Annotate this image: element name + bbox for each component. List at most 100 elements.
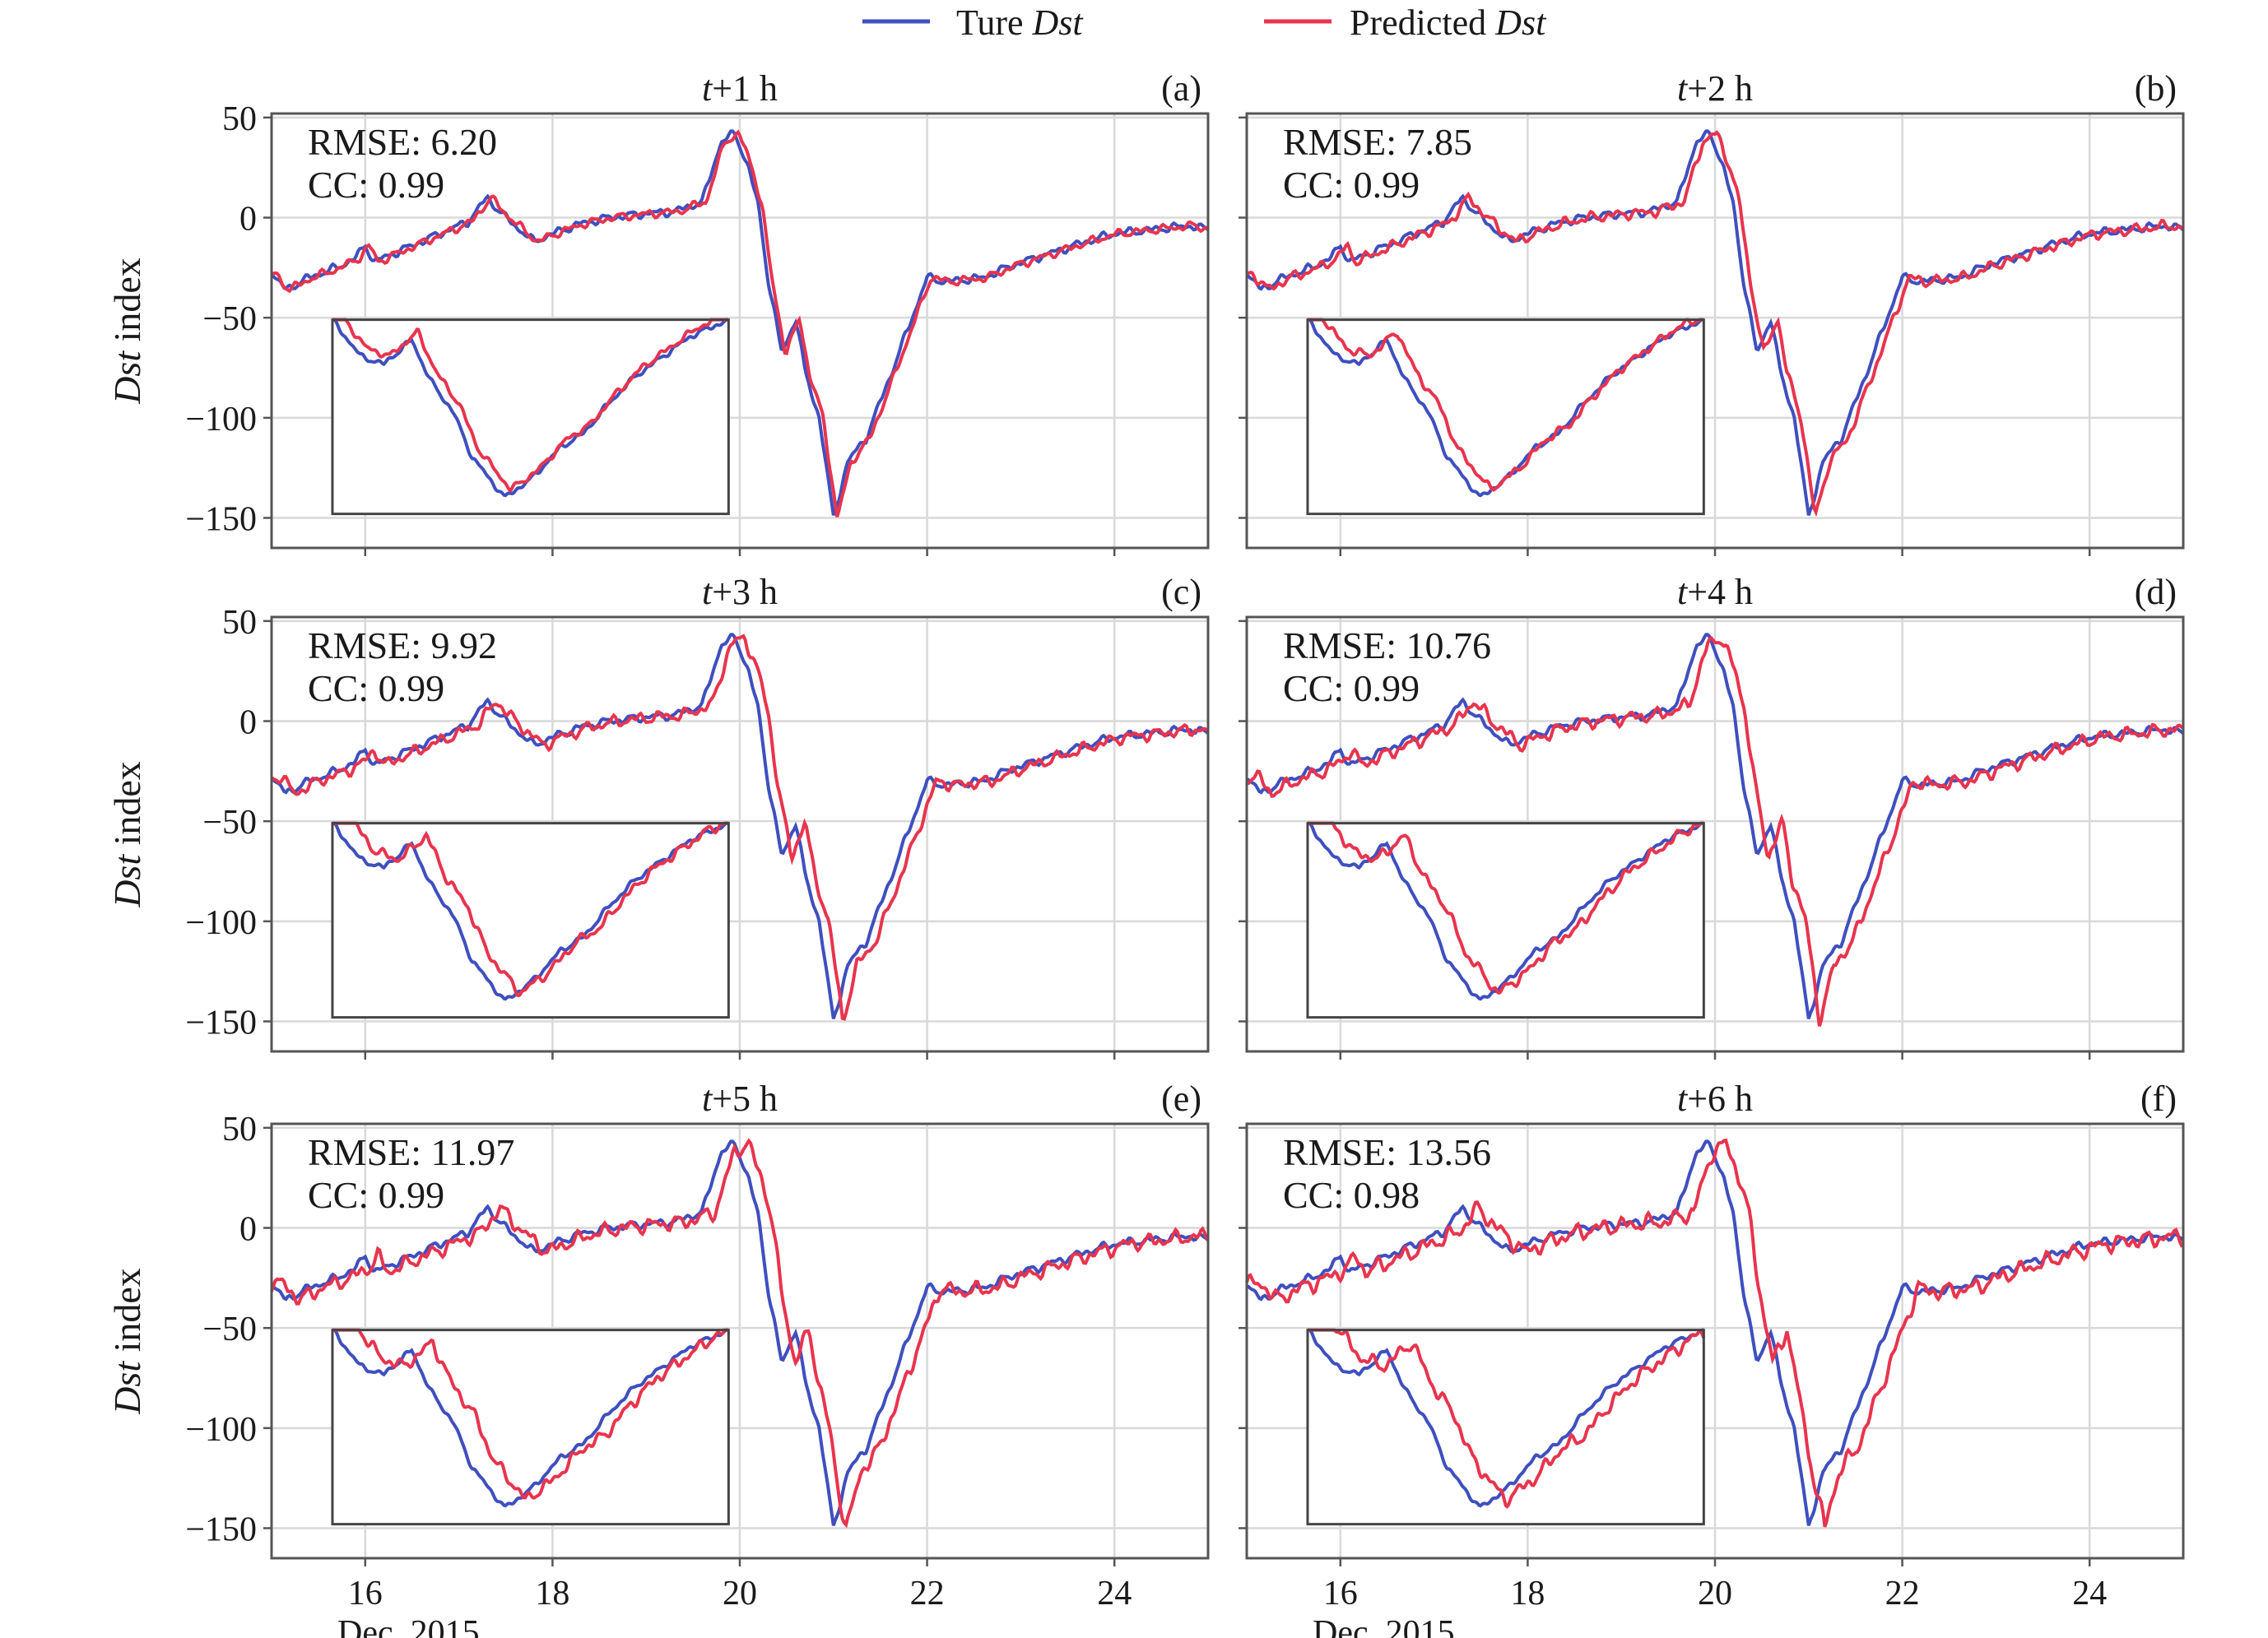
inset-predicted-dst-line xyxy=(332,318,729,494)
panel-title-var: t xyxy=(1677,1079,1689,1119)
panel-title: t+2 h xyxy=(1677,68,1753,109)
panel-title: t+4 h xyxy=(1677,572,1753,612)
y-axis-title-var: Dst xyxy=(106,854,148,908)
panel-letter: (d) xyxy=(2135,572,2177,612)
rmse-label: RMSE: 6.20 xyxy=(308,121,497,163)
panel-letter: (a) xyxy=(1161,68,1201,109)
y-tick-label: 50 xyxy=(222,604,257,642)
y-axis-title-rest: index xyxy=(106,258,148,351)
y-axis-title: Dst index xyxy=(106,258,148,405)
panel-title-rest: +3 h xyxy=(712,572,778,612)
y-tick-label: −100 xyxy=(185,904,257,942)
cc-label: CC: 0.99 xyxy=(308,1174,444,1216)
x-tick-label: 20 xyxy=(1698,1575,1732,1612)
y-axis-title-var: Dst xyxy=(106,1361,148,1415)
inset-frame xyxy=(1306,1329,1705,1526)
y-tick-label: 0 xyxy=(239,704,257,742)
predicted-dst-line xyxy=(1245,1138,2185,1528)
inset-frame xyxy=(331,318,730,516)
inset-frame xyxy=(1306,822,1705,1019)
predicted-dst-line xyxy=(270,129,1210,517)
inset-predicted-dst-line xyxy=(332,1328,729,1500)
panel-title-rest: +4 h xyxy=(1687,572,1753,612)
x-tick-label: 18 xyxy=(535,1575,569,1612)
predicted-dst-line xyxy=(270,1138,1210,1529)
predicted-dst-line xyxy=(1246,636,2185,1027)
inset-true-dst-line xyxy=(332,1328,729,1508)
true-dst-line xyxy=(271,633,1210,1019)
y-axis-title-rest: index xyxy=(106,761,148,855)
inset-true-dst-line xyxy=(1308,821,1704,1001)
cc-label: CC: 0.99 xyxy=(1283,667,1420,709)
y-tick-label: −50 xyxy=(202,804,257,842)
y-axis-title: Dst index xyxy=(106,1268,148,1415)
date-caption: Dec. 2015 xyxy=(337,1614,480,1638)
y-tick-label: 50 xyxy=(222,1111,257,1148)
y-tick-label: −50 xyxy=(202,1311,257,1348)
panel-title-var: t xyxy=(702,1079,713,1119)
date-caption: Dec. 2015 xyxy=(1313,1614,1455,1638)
cc-label: CC: 0.99 xyxy=(308,667,444,709)
y-axis-title-rest: index xyxy=(106,1268,148,1362)
y-tick-label: 0 xyxy=(239,1211,257,1249)
panel-c: 50 0 −50 −100 −150 Dst index t+3 h (c) RMSE: 9.9… xyxy=(106,572,1210,1060)
y-axis-title-var: Dst xyxy=(106,350,148,405)
y-tick-label: −150 xyxy=(185,1511,257,1549)
panel-title: t+1 h xyxy=(702,68,778,109)
x-tick-label: 24 xyxy=(2072,1575,2107,1612)
predicted-dst-line xyxy=(270,633,1208,1021)
cc-label: CC: 0.99 xyxy=(308,164,444,206)
rmse-label: RMSE: 9.92 xyxy=(308,624,497,666)
x-tick-label: 16 xyxy=(348,1575,383,1612)
x-tick-label: 22 xyxy=(910,1575,945,1612)
y-tick-label: 50 xyxy=(222,100,257,138)
inset-true-dst-line xyxy=(332,821,729,1001)
y-tick-label: −100 xyxy=(185,401,257,439)
x-tick-label: 24 xyxy=(1097,1575,1132,1612)
inset-frame xyxy=(331,822,730,1019)
inset-background xyxy=(332,823,729,1018)
y-tick-label: 0 xyxy=(239,201,257,239)
x-tick-label: 18 xyxy=(1510,1575,1545,1612)
legend-true-dst-label: Ture Dst xyxy=(956,2,1084,43)
panel-title-var: t xyxy=(1677,572,1689,612)
legend: Ture Dst Predicted Dst xyxy=(862,2,1547,43)
panel-title-rest: +2 h xyxy=(1687,68,1753,109)
y-tick-label: −150 xyxy=(185,1005,257,1042)
panel-letter: (c) xyxy=(1161,572,1201,612)
panel-title-var: t xyxy=(1677,68,1689,109)
panel-title: t+6 h xyxy=(1677,1079,1753,1119)
inset-predicted-dst-line xyxy=(332,821,729,998)
predicted-dst-line xyxy=(1246,130,2185,517)
legend-predicted-dst-label: Predicted Dst xyxy=(1350,2,1547,43)
inset-predicted-dst-line xyxy=(1308,318,1704,492)
panel-title-var: t xyxy=(702,572,713,612)
cc-label: CC: 0.99 xyxy=(1283,164,1420,206)
panel-title-rest: +6 h xyxy=(1687,1079,1753,1119)
x-tick-label: 16 xyxy=(1323,1575,1358,1612)
inset-predicted-dst-line xyxy=(1308,1328,1706,1510)
panel-title: t+5 h xyxy=(702,1079,778,1119)
panel-title: t+3 h xyxy=(702,572,778,612)
true-dst-line xyxy=(271,129,1210,516)
inset-background xyxy=(1307,1329,1704,1524)
rmse-label: RMSE: 10.76 xyxy=(1283,624,1491,666)
panel-a: 50 0 −50 −100 −150 Dst index t+1 h (a) RMSE: 6.2… xyxy=(106,68,1210,556)
panel-letter: (f) xyxy=(2140,1079,2177,1119)
inset-predicted-dst-line xyxy=(1308,821,1704,995)
y-tick-label: −100 xyxy=(185,1411,257,1449)
true-dst-line xyxy=(1246,129,2185,516)
rmse-label: RMSE: 11.97 xyxy=(308,1131,514,1173)
panel-title-rest: +1 h xyxy=(712,68,778,109)
panel-title-var: t xyxy=(702,68,713,109)
panel-letter: (b) xyxy=(2135,68,2177,109)
y-tick-label: −150 xyxy=(185,501,257,539)
y-tick-label: −50 xyxy=(202,300,257,338)
rmse-label: RMSE: 13.56 xyxy=(1283,1131,1491,1173)
